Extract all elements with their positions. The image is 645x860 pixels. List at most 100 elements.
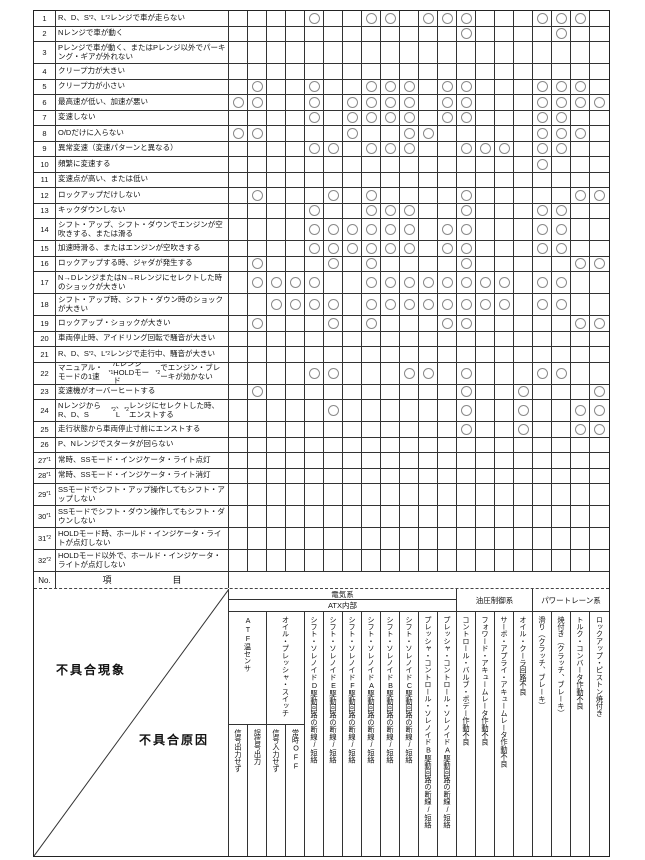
matrix-cell [343,157,362,173]
matrix-cell [552,26,571,42]
cause-column: シフト・ソレノイドD駆動回路の断線/短絡 [305,612,324,856]
circle-mark-icon [479,143,491,155]
circle-mark-icon [365,317,377,329]
circle-mark-icon [327,143,339,155]
vertical-text: 滑り（クラッチ、ブレーキ） [538,616,547,710]
matrix-cell [552,79,571,95]
matrix-cell [362,126,381,142]
matrix-cell [419,468,438,484]
circle-mark-icon [403,224,415,235]
matrix-cell [267,42,286,64]
matrix-cell [324,219,343,241]
matrix-cell [362,95,381,111]
matrix-cell [514,272,533,294]
matrix-cell [495,141,514,157]
circle-mark-icon [536,112,548,124]
matrix-cell [533,126,552,142]
row-number: 17 [34,272,56,294]
matrix-cell [267,219,286,241]
circle-mark-icon [498,277,510,288]
matrix-cell [324,437,343,453]
circle-mark-icon [517,386,529,398]
matrix-cell [305,550,324,572]
circle-mark-icon [594,423,605,435]
cause-group-row: 電気系 ATX内部 油圧制御系 パワートレーン系 [229,589,609,611]
circle-mark-icon [460,242,472,254]
matrix-cell [552,11,571,27]
matrix-cell [476,484,495,506]
vertical-text: シフト・ソレノイドD駆動回路の断線/短絡 [310,616,319,764]
matrix-cell [495,126,514,142]
circle-mark-icon [270,277,282,288]
matrix-cell [552,362,571,385]
table-row: 31 *2 HOLDモード時、ホールド・インジケータ・ライトが点灯しない [34,528,609,550]
matrix-cell [229,126,248,142]
matrix-cell [419,64,438,80]
matrix-cell [552,484,571,506]
circle-mark-icon [365,224,377,235]
matrix-cell [552,203,571,219]
matrix-cell [381,453,400,469]
matrix-cell [286,422,305,438]
cause-column-label: 焼付き（クラッチ、ブレーキ） [552,612,570,856]
circle-mark-icon [403,127,415,139]
matrix-cell [343,437,362,453]
circle-mark-icon [308,224,320,235]
matrix-cell [248,172,267,188]
matrix-cell [476,331,495,347]
matrix-cell [552,294,571,316]
circle-mark-icon [460,317,472,329]
circle-mark-icon [327,189,339,201]
matrix-cell [267,203,286,219]
matrix-cell [495,294,514,316]
matrix-cell [552,316,571,332]
matrix-cell [552,400,571,422]
cause-column: フォワード・アキュームレータ作動不良 [476,612,495,856]
matrix-cell [229,316,248,332]
matrix-cell [476,126,495,142]
matrix-cell [267,331,286,347]
matrix-cell [286,316,305,332]
matrix-cell [590,347,609,363]
matrix-cell [571,79,590,95]
matrix-cell [438,550,457,572]
matrix-cell [419,347,438,363]
matrix-cell [343,400,362,422]
circle-mark-icon [460,12,472,24]
matrix-cell [362,384,381,400]
row-number: 28 *1 [34,468,56,484]
matrix-cell [514,26,533,42]
matrix-cell [381,126,400,142]
matrix-cell [362,453,381,469]
matrix-cell [533,11,552,27]
matrix-cell [229,79,248,95]
symptom-label: 頻繁に変速する [56,157,229,173]
circle-mark-icon [555,367,567,379]
matrix-cell [248,241,267,257]
circle-mark-icon [460,81,472,93]
circle-mark-icon [574,96,586,108]
matrix-cell [590,80,609,95]
matrix-cell [514,347,533,363]
matrix-cell [343,219,362,241]
matrix-cell [571,272,590,294]
circle-mark-icon [308,299,320,310]
circle-mark-icon [403,299,415,310]
matrix-cell [400,316,419,332]
matrix-cell [248,362,267,385]
matrix-cell [286,11,305,27]
matrix-cell [552,384,571,400]
matrix-cell [400,331,419,347]
matrix-cell [248,400,267,422]
matrix-cell [590,142,609,157]
cause-column: シフト・ソレノイドE駆動回路の断線/短絡 [324,612,343,856]
matrix-cell [533,188,552,204]
vertical-text: オイル・プレッシャ・スイッチ [281,616,291,717]
matrix-cell [229,468,248,484]
matrix-cell [286,188,305,204]
matrix-cell [381,468,400,484]
circle-mark-icon [403,367,415,379]
matrix-cell [571,437,590,453]
circle-mark-icon [365,205,377,217]
